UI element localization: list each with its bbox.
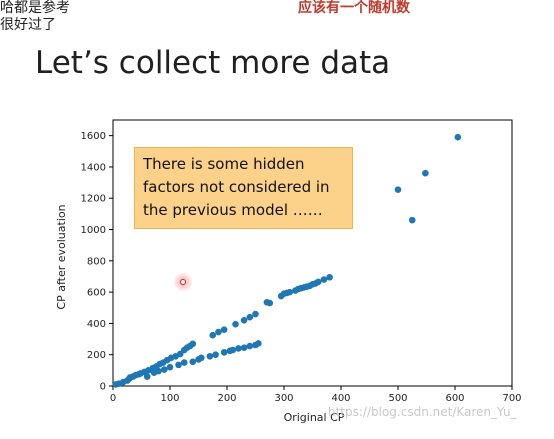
y-tick-label: 600 xyxy=(87,288,106,299)
x-tick-label: 500 xyxy=(388,393,407,404)
data-point xyxy=(286,288,294,296)
data-point xyxy=(306,282,313,290)
data-point xyxy=(161,366,168,373)
x-tick-label: 600 xyxy=(445,393,464,404)
data-point xyxy=(294,285,302,293)
data-point xyxy=(320,276,328,283)
data-point xyxy=(180,359,188,366)
y-tick-label: 1200 xyxy=(81,194,106,205)
y-axis-label: CP after evoluation xyxy=(55,204,68,309)
data-point xyxy=(126,374,134,381)
data-point xyxy=(215,328,222,336)
y-tick-label: 1000 xyxy=(81,225,106,236)
plot-area xyxy=(112,119,513,387)
data-point xyxy=(408,216,416,224)
data-point xyxy=(246,313,254,321)
pointer-cursor-dot xyxy=(180,279,186,285)
data-point xyxy=(189,358,197,366)
callout-line-3: the previous model …… xyxy=(143,201,323,219)
x-axis-label: Original CP xyxy=(284,411,345,424)
data-point xyxy=(394,186,402,193)
x-tick-label: 300 xyxy=(274,393,293,404)
overlay-left-line-1: 哈都是参考 xyxy=(0,0,70,16)
data-point xyxy=(263,298,271,306)
data-point xyxy=(240,316,248,324)
data-point xyxy=(212,351,219,359)
y-tick-label: 1600 xyxy=(81,131,106,142)
y-tick-label: 1400 xyxy=(81,162,106,173)
overlay-left-line-2: 很好过了 xyxy=(0,17,56,33)
callout-line-1: There is some hidden xyxy=(143,155,305,173)
data-point xyxy=(246,342,254,350)
data-point xyxy=(189,340,197,348)
y-tick-label: 800 xyxy=(87,256,106,267)
x-tick-label: 200 xyxy=(217,393,236,404)
x-tick-label: 0 xyxy=(110,393,116,404)
pointer-cursor-icon xyxy=(174,273,192,291)
data-point xyxy=(232,320,239,328)
x-tick-label: 400 xyxy=(331,393,350,404)
data-point xyxy=(135,370,142,378)
data-point xyxy=(454,133,462,141)
data-points xyxy=(112,133,462,388)
data-point xyxy=(240,344,248,351)
plot-frame xyxy=(112,119,513,387)
slide-title: Let’s collect more data xyxy=(35,45,391,81)
data-point xyxy=(166,363,174,371)
data-point xyxy=(209,331,217,339)
callout-box: There is some hidden factors not conside… xyxy=(134,147,353,229)
data-point xyxy=(280,290,288,297)
x-tick-label: 100 xyxy=(160,393,179,404)
data-point xyxy=(220,349,228,356)
data-point xyxy=(235,345,242,352)
overlay-chinese-left: 哈都是参考 很好过了 xyxy=(0,0,70,34)
data-point xyxy=(326,273,333,281)
data-point xyxy=(422,169,429,177)
data-point xyxy=(300,284,308,291)
y-tick-label: 400 xyxy=(87,319,106,330)
data-point xyxy=(312,280,319,287)
data-point xyxy=(143,373,151,380)
data-point xyxy=(175,361,182,369)
x-axis-ticks: 0 100 200 300 400 500 600 700 xyxy=(110,386,522,404)
y-tick-label: 200 xyxy=(87,350,106,361)
data-point xyxy=(252,310,259,318)
data-point xyxy=(255,340,262,347)
data-point xyxy=(206,352,214,360)
overlay-chinese-right: 应该有一个随机数 xyxy=(298,0,410,16)
watermark: https://blog.csdn.net/Karen_Yu_ xyxy=(328,405,517,419)
y-tick-label: 0 xyxy=(100,382,106,393)
data-point xyxy=(229,346,236,354)
x-tick-label: 700 xyxy=(502,393,521,404)
data-point xyxy=(220,326,228,333)
data-point xyxy=(198,354,205,362)
data-point xyxy=(155,367,162,375)
callout-line-2: factors not considered in xyxy=(143,178,330,196)
y-axis-ticks: 0 200 400 600 800 1000 1200 1400 1600 xyxy=(81,131,113,393)
